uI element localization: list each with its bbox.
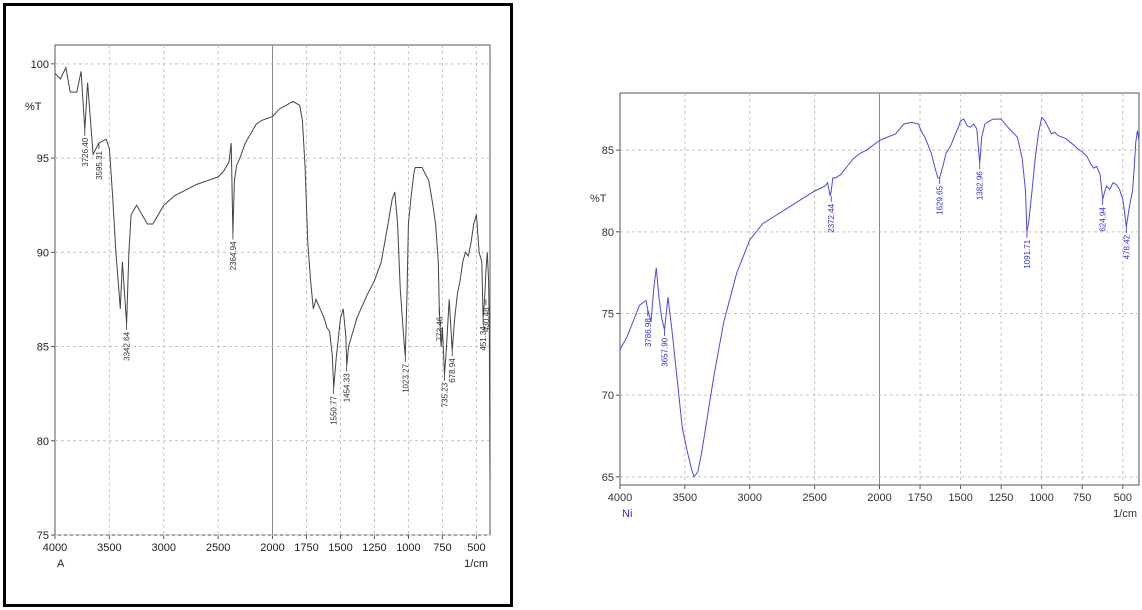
ir-spectrum-chart-b: 4000 3500 3000 2500 2000 1750 1500 1250 1000 750 5… (590, 92, 1140, 520)
x-tick-label: 1000 (1029, 492, 1053, 504)
peak-label: 735.23 (440, 382, 449, 407)
panel-frame (3, 3, 513, 607)
sample-label: A (57, 558, 65, 570)
spectrum-panel-a: 4000 3500 3000 2500 2000 1750 1500 1250 1000 750 5… (0, 0, 515, 610)
peak-label: 1454.33 (343, 373, 352, 402)
peak-label: 773.46 (435, 316, 444, 341)
x-tick-label: 1250 (989, 492, 1013, 504)
peak-label: 451.34 (479, 326, 488, 351)
x-unit-label: 1/cm (1113, 508, 1137, 520)
x-tick-label: 500 (467, 542, 485, 554)
x-tick-label: 4000 (608, 492, 632, 504)
ir-spectrum-chart-a: 4000 3500 3000 2500 2000 1750 1500 1250 1000 750 5… (25, 44, 491, 570)
peak-label: 1382.96 (976, 171, 985, 200)
x-tick-label: 3500 (673, 492, 697, 504)
y-tick-label: 85 (37, 342, 49, 354)
peak-label: 624.94 (1099, 207, 1108, 232)
peak-label: 3342.64 (123, 331, 132, 360)
peak-label: 478.42 (1122, 234, 1131, 259)
peak-label: 3595.31 (95, 150, 104, 179)
peak-label: 1550.77 (330, 395, 339, 424)
y-tick-label: 65 (602, 472, 614, 484)
y-tick-label: 75 (37, 530, 49, 542)
y-axis-label: %T (25, 101, 42, 113)
x-tick-label: 1750 (908, 492, 932, 504)
y-tick-label: 100 (31, 59, 49, 71)
x-tick-label: 2000 (867, 492, 891, 504)
spectrum-line (54, 65, 491, 479)
x-tick-label: 1750 (294, 542, 318, 554)
y-axis-label: %T (590, 193, 607, 205)
y-tick-label: 75 (602, 309, 614, 321)
x-unit-label: 1/cm (464, 558, 488, 570)
sample-label: Ni (622, 508, 632, 520)
x-tick-label: 3000 (738, 492, 762, 504)
peak-label: 3786.98 (644, 318, 653, 347)
x-tick-label: 1500 (948, 492, 972, 504)
x-tick-label: 750 (433, 542, 451, 554)
peak-label: 1091.71 (1023, 239, 1032, 268)
x-tick-label: 4000 (43, 542, 67, 554)
y-tick-label: 90 (37, 247, 49, 259)
y-tick-label: 85 (602, 145, 614, 157)
peak-label: 3726.40 (81, 137, 90, 166)
y-tick-label: 95 (37, 153, 49, 165)
x-tick-label: 500 (1114, 492, 1132, 504)
peak-label: 1629.65 (936, 185, 945, 214)
x-tick-label: 750 (1073, 492, 1091, 504)
peak-label: 2364.94 (229, 241, 238, 270)
spectrum-panel-b: 4000 3500 3000 2500 2000 1750 1500 1250 1000 750 5… (572, 60, 1142, 600)
x-tick-label: 2000 (260, 542, 284, 554)
x-tick-label: 1500 (328, 542, 352, 554)
x-tick-label: 3000 (152, 542, 176, 554)
peak-label: 3657.90 (661, 337, 670, 366)
x-tick-label: 3500 (97, 542, 121, 554)
peak-label: 430.48 (482, 307, 491, 332)
peak-label: 678.94 (448, 358, 457, 383)
peak-label: 2372.44 (827, 203, 836, 232)
x-tick-label: 2500 (206, 542, 230, 554)
y-tick-label: 80 (37, 436, 49, 448)
x-tick-label: 2500 (802, 492, 826, 504)
spectrum-line (619, 116, 1140, 478)
peak-label: 1023.27 (401, 363, 410, 392)
y-tick-label: 70 (602, 390, 614, 402)
x-tick-label: 1000 (396, 542, 420, 554)
y-tick-label: 80 (602, 227, 614, 239)
x-tick-label: 1250 (362, 542, 386, 554)
